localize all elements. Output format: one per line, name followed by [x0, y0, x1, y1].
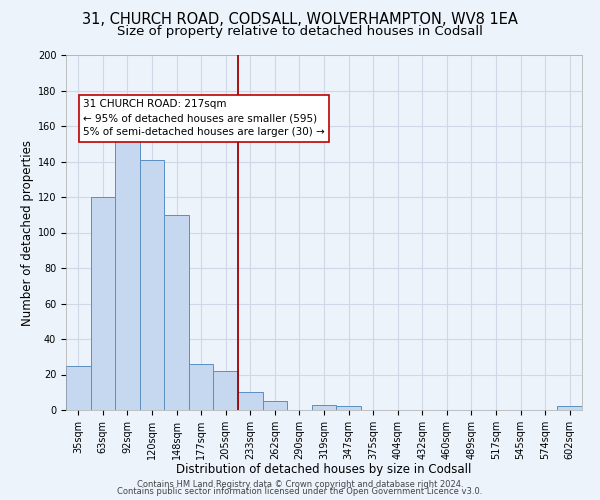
- Bar: [336, 406, 361, 410]
- Bar: [115, 112, 140, 410]
- Bar: [140, 160, 164, 410]
- Bar: [557, 406, 582, 410]
- Bar: [238, 392, 263, 410]
- Y-axis label: Number of detached properties: Number of detached properties: [20, 140, 34, 326]
- Text: Size of property relative to detached houses in Codsall: Size of property relative to detached ho…: [117, 25, 483, 38]
- Text: 31, CHURCH ROAD, CODSALL, WOLVERHAMPTON, WV8 1EA: 31, CHURCH ROAD, CODSALL, WOLVERHAMPTON,…: [82, 12, 518, 28]
- Text: 31 CHURCH ROAD: 217sqm
← 95% of detached houses are smaller (595)
5% of semi-det: 31 CHURCH ROAD: 217sqm ← 95% of detached…: [83, 100, 325, 138]
- Text: Contains public sector information licensed under the Open Government Licence v3: Contains public sector information licen…: [118, 488, 482, 496]
- Bar: [66, 366, 91, 410]
- Text: Contains HM Land Registry data © Crown copyright and database right 2024.: Contains HM Land Registry data © Crown c…: [137, 480, 463, 489]
- Bar: [263, 401, 287, 410]
- Bar: [91, 197, 115, 410]
- Bar: [189, 364, 214, 410]
- Bar: [214, 371, 238, 410]
- Bar: [312, 404, 336, 410]
- Bar: [164, 215, 189, 410]
- X-axis label: Distribution of detached houses by size in Codsall: Distribution of detached houses by size …: [176, 464, 472, 476]
